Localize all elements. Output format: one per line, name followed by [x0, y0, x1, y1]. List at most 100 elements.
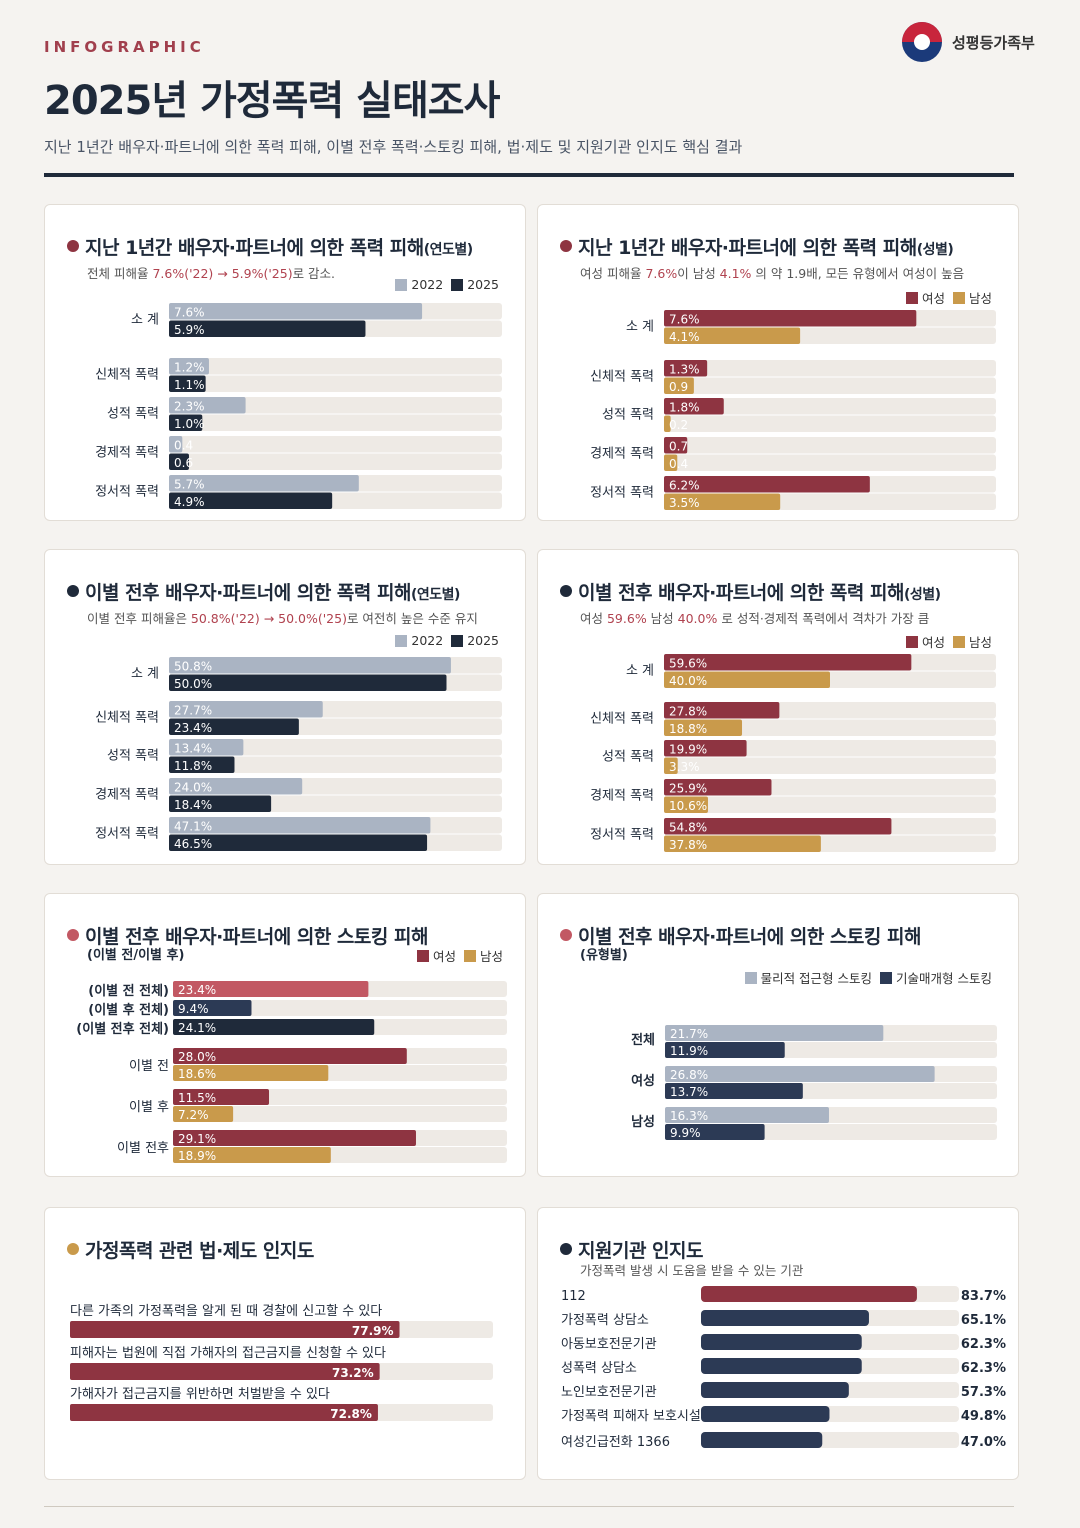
bar-2022 — [169, 778, 303, 795]
bar-agency — [701, 1432, 823, 1448]
bullet-dot-icon — [560, 585, 572, 597]
bar-track — [664, 398, 996, 415]
bar-track — [169, 375, 502, 392]
category-label: 다른 가족의 가정폭력을 알게 된 때 경찰에 신고할 수 있다 — [70, 1304, 382, 1319]
bar-여성 — [173, 1130, 416, 1146]
legend: 여성 남성 — [898, 288, 992, 307]
bar-value-label: 23.4% — [178, 983, 216, 997]
bar-track — [664, 377, 996, 394]
bullet-dot-icon — [560, 1243, 572, 1255]
bar-물리적 접근형 스토킹 — [665, 1066, 935, 1082]
header-divider — [44, 173, 1014, 177]
bar-value-label: 47.0% — [961, 1435, 1006, 1450]
bullet-dot-icon — [560, 929, 572, 941]
bar-여성 — [664, 740, 747, 757]
bar-value-label: 0.9 — [669, 380, 688, 394]
bar-2022 — [169, 358, 209, 375]
category-label: 소 계 — [131, 667, 159, 682]
category-label: 여성 — [631, 1073, 655, 1089]
panel-stalking-by-type: 이별 전후 배우자·파트너에 의한 스토킹 피해 (유형별) 물리적 접근형 스… — [537, 893, 1019, 1177]
bar-value-label: 11.8% — [174, 759, 212, 773]
panel-title: 이별 전후 배우자·파트너에 의한 스토킹 피해 — [560, 922, 921, 949]
bar-여성 — [664, 360, 708, 377]
bar-value-label: 7.6% — [669, 313, 700, 327]
bar-남성 — [664, 493, 781, 510]
bar-2025 — [169, 453, 189, 470]
category-label: 전체 — [631, 1032, 655, 1048]
bar-value-label: 11.5% — [178, 1091, 216, 1105]
bar-track — [169, 756, 502, 773]
legend-male: 남성 — [968, 635, 992, 650]
bar-value-label: 13.7% — [670, 1085, 708, 1099]
bar-track — [173, 1106, 507, 1122]
panel-past-year-by-gender: 지난 1년간 배우자·파트너에 의한 폭력 피해(성별) 여성 피해율 7.6%… — [537, 204, 1019, 521]
chart-svg: (이별 전 전체) 23.4% (이별 후 전체) 9.4% (이별 전후 전체) 24.… — [76, 981, 507, 1163]
bar-value-label: 50.8% — [174, 660, 212, 674]
bar-value-label: 27.7% — [174, 704, 212, 718]
bar-awareness — [70, 1363, 380, 1380]
panel-past-year-by-year: 지난 1년간 배우자·파트너에 의한 폭력 피해(연도별) 전체 피해율 7.6… — [44, 204, 526, 521]
category-label: 성폭력 상담소 — [561, 1361, 637, 1376]
bar-남성 — [664, 757, 678, 774]
bar-value-label: 0.4 — [174, 439, 193, 453]
bar-여성 — [173, 1048, 407, 1064]
bar-2025 — [169, 718, 299, 735]
footer-divider — [44, 1506, 1014, 1507]
bar-track — [664, 740, 996, 757]
legend-female: 여성 — [921, 291, 945, 306]
bar-value-label: 37.8% — [669, 838, 707, 852]
bar-value-label: 73.2% — [332, 1366, 374, 1380]
bar-awareness — [70, 1321, 400, 1338]
chart-svg: 112 83.7% 가정폭력 상담소 65.1% 아동보호전문기관 62.3% 성폭력 상담… — [561, 1286, 1006, 1450]
bar-value-label: 54.8% — [669, 821, 707, 835]
bar-value-label: 29.1% — [178, 1132, 216, 1146]
chart-svg: 다른 가족의 가정폭력을 알게 된 때 경찰에 신고할 수 있다 77.9% 피해자… — [70, 1304, 493, 1421]
bar-value-label: 50.0% — [174, 677, 212, 691]
category-label: 경제적 폭력 — [95, 446, 159, 461]
bar-agency — [701, 1358, 862, 1374]
bar-value-label: 27.8% — [669, 705, 707, 719]
bar-value-label: 47.1% — [174, 820, 212, 834]
bar-2025 — [169, 674, 447, 691]
bar-value-label: 1.3% — [669, 363, 700, 377]
category-label: 여성긴급전화 1366 — [561, 1435, 670, 1450]
bar-기술매개형 스토킹 — [665, 1083, 803, 1099]
bar-value-label: 0.6 — [174, 456, 193, 470]
bar-track — [169, 414, 502, 431]
bar-value-label: 18.9% — [178, 1149, 216, 1163]
bar-물리적 접근형 스토킹 — [665, 1107, 829, 1123]
panel-title: 이별 전후 배우자·파트너에 의한 폭력 피해(성별) — [560, 578, 941, 605]
bar-track — [169, 397, 502, 414]
bar-value-label: 23.4% — [174, 721, 212, 735]
category-label: 피해자는 법원에 직접 가해자의 접근금지를 신청할 수 있다 — [70, 1346, 386, 1361]
chart-svg: 소 계 59.6% 40.0% 신체적 폭력 27.8% 18.8% 성적 폭력 19.9% 3… — [590, 654, 996, 852]
category-label: (이별 전후 전체) — [76, 1021, 169, 1037]
bar-여성 — [173, 1089, 270, 1105]
bar-value-label: 83.7% — [961, 1289, 1006, 1304]
bar-track — [664, 415, 996, 432]
panel-summary: 이별 전후 피해율은 50.8%('22) → 50.0%('25)로 여전히 … — [87, 611, 478, 626]
legend-2022: 2022 — [411, 277, 444, 292]
bar-value-label: 4.9% — [174, 495, 205, 509]
bar-value-label: 16.3% — [670, 1109, 708, 1123]
bar-track — [664, 796, 996, 813]
ministry-name: 성평등가족부 — [952, 33, 1035, 52]
bar-track — [664, 757, 996, 774]
bar-여성 — [664, 476, 870, 493]
bar-2022 — [169, 739, 244, 756]
bar-남성 — [173, 1065, 329, 1081]
bar-물리적 접근형 스토킹 — [665, 1025, 884, 1041]
bar-2025 — [169, 375, 206, 392]
bar-value-label: 62.3% — [961, 1337, 1006, 1352]
bar-여성 — [664, 310, 917, 327]
bar-track — [664, 437, 996, 454]
bar-여성 — [664, 818, 892, 835]
category-label: 정서적 폭력 — [95, 827, 159, 842]
category-label: (이별 후 전체) — [88, 1002, 169, 1018]
panel-breakup-by-gender: 이별 전후 배우자·파트너에 의한 폭력 피해(성별) 여성 59.6% 남성 … — [537, 549, 1019, 865]
bar-track — [664, 454, 996, 471]
bar-2025 — [169, 492, 333, 509]
legend-2025: 2025 — [467, 633, 499, 648]
bar-2022 — [169, 397, 246, 414]
bar-value-label: 13.4% — [174, 742, 212, 756]
